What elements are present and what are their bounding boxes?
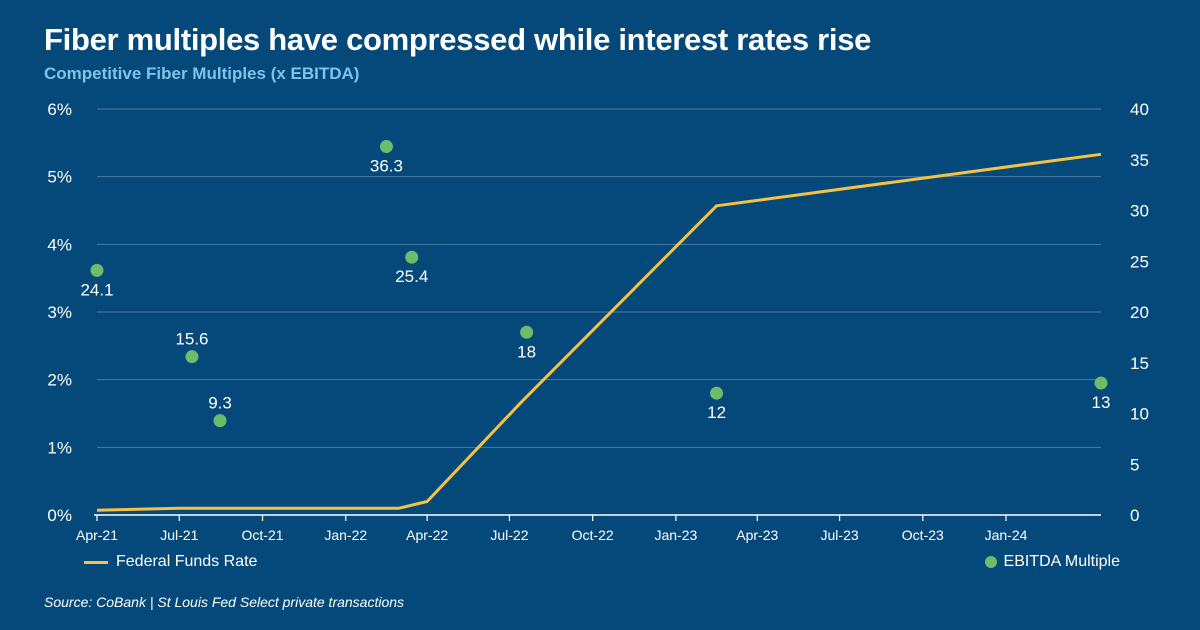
- y-left-tick-label: 2%: [47, 371, 72, 390]
- x-tick-label: Oct-21: [242, 527, 284, 543]
- legend-line-swatch: [84, 560, 108, 564]
- x-tick-label: Jan-24: [985, 527, 1028, 543]
- x-tick-label: Jul-23: [821, 527, 859, 543]
- x-tick-label: Jul-21: [160, 527, 198, 543]
- ebitda-data-label: 12: [707, 403, 726, 422]
- x-tick-label: Apr-23: [736, 527, 778, 543]
- ebitda-data-label: 24.1: [80, 280, 113, 299]
- ebitda-data-label: 13: [1092, 393, 1111, 412]
- legend-federal-funds-rate-label: Federal Funds Rate: [116, 553, 258, 570]
- y-left-tick-label: 0%: [47, 506, 72, 525]
- ebitda-point: [379, 140, 393, 154]
- ebitda-data-label: 36.3: [370, 157, 403, 176]
- ebitda-point: [710, 386, 724, 400]
- y-right-tick-label: 10: [1130, 405, 1149, 424]
- legend-federal-funds-rate: Federal Funds Rate: [84, 553, 257, 571]
- x-tick-label: Apr-21: [76, 527, 118, 543]
- ebitda-data-label: 9.3: [208, 394, 232, 413]
- x-tick-label: Jan-22: [324, 527, 367, 543]
- x-tick-label: Jan-23: [654, 527, 697, 543]
- ebitda-point: [90, 263, 104, 277]
- y-left-tick-label: 5%: [47, 168, 72, 187]
- y-left-tick-label: 6%: [47, 100, 72, 119]
- x-tick-label: Oct-23: [902, 527, 944, 543]
- ebitda-point: [520, 325, 534, 339]
- ebitda-point: [213, 414, 227, 428]
- ebitda-point: [185, 350, 199, 364]
- federal-funds-rate-line: [96, 152, 1102, 512]
- y-right-tick-label: 5: [1130, 455, 1139, 474]
- legend-ebitda-multiple-label: EBITDA Multiple: [1003, 553, 1120, 570]
- x-tick-label: Jul-22: [490, 527, 528, 543]
- y-left-tick-label: 3%: [47, 303, 72, 322]
- y-right-tick-label: 20: [1130, 303, 1149, 322]
- y-left-tick-label: 4%: [47, 235, 72, 254]
- ebitda-data-label: 18: [517, 342, 536, 361]
- chart-subtitle: Competitive Fiber Multiples (x EBITDA): [44, 64, 360, 83]
- x-tick-label: Apr-22: [406, 527, 448, 543]
- y-right-tick-label: 35: [1130, 151, 1149, 170]
- ebitda-data-label: 15.6: [175, 330, 208, 349]
- y-left-tick-label: 1%: [47, 438, 72, 457]
- y-right-tick-label: 0: [1130, 506, 1139, 525]
- y-right-tick-label: 25: [1130, 252, 1149, 271]
- source-note: Source: CoBank | St Louis Fed Select pri…: [44, 594, 405, 610]
- legend-dot-swatch: [984, 556, 997, 568]
- y-right-tick-label: 30: [1130, 202, 1149, 221]
- chart-title: Fiber multiples have compressed while in…: [44, 22, 872, 57]
- y-right-tick-label: 40: [1130, 100, 1149, 119]
- y-right-tick-label: 15: [1130, 354, 1149, 373]
- legend-ebitda-multiple: EBITDA Multiple: [984, 553, 1120, 571]
- x-tick-label: Oct-22: [572, 527, 614, 543]
- ebitda-data-label: 25.4: [395, 267, 428, 286]
- ebitda-point: [405, 250, 419, 264]
- ebitda-point: [1094, 376, 1108, 390]
